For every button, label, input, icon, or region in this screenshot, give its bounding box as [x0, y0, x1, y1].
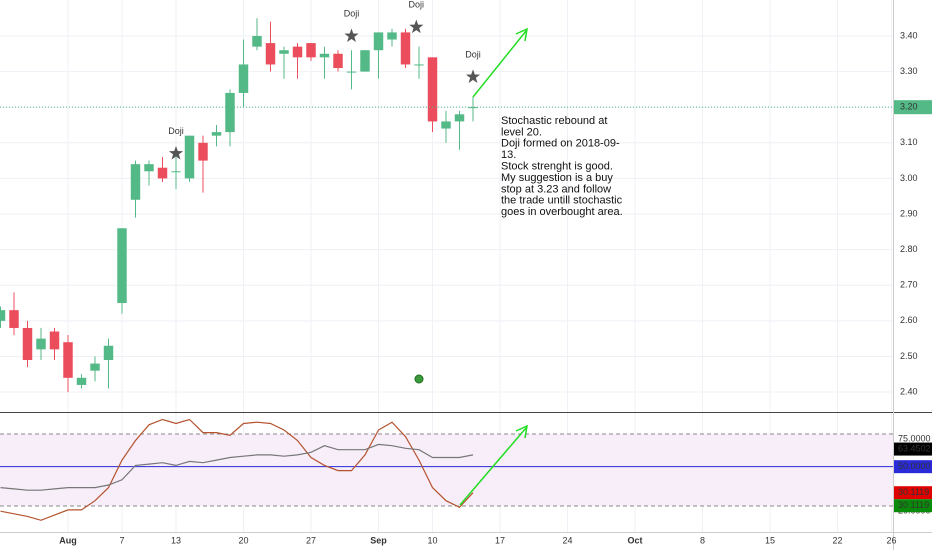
x-tick-label: 10: [427, 535, 437, 545]
note-line: Doji formed on 2018-09-: [501, 138, 620, 150]
candle-body: [454, 114, 465, 122]
note-line: Stochastic rebound at: [501, 115, 607, 127]
candle-body: [400, 32, 411, 65]
doji-star: [409, 19, 424, 34]
candle-body: [225, 92, 235, 133]
candle-body: [279, 50, 289, 54]
annotation: Doji: [344, 8, 360, 18]
x-tick-label: 7: [119, 535, 124, 545]
x-tick-label: Aug: [59, 535, 77, 545]
candle-body: [103, 345, 114, 361]
annotation: Doji: [409, 0, 425, 9]
annotation: Doji: [168, 126, 184, 136]
candle-body: [0, 310, 6, 321]
candle-body: [171, 171, 181, 173]
note-line: Stock strenght is good.: [501, 161, 613, 173]
candle-body: [238, 64, 249, 93]
note-line: goes in overbought area.: [501, 206, 623, 218]
x-tick-label: 17: [495, 535, 505, 545]
y-tick-label: 3.40: [900, 30, 918, 40]
y-tick-label: 2.60: [900, 315, 918, 325]
y-tick-label: 3.00: [900, 173, 918, 183]
y-tick-label: 75.0000: [898, 433, 931, 443]
doji-star: [344, 28, 359, 42]
y-tick-label: 2.90: [900, 208, 918, 218]
annotation: Doji: [465, 49, 481, 59]
arrow: [459, 427, 527, 506]
candle-body: [306, 43, 316, 58]
price-tag: [894, 100, 932, 115]
x-tick-label: 27: [306, 535, 316, 545]
arrow-head: [515, 27, 528, 42]
candle-body: [130, 164, 141, 200]
candle-body: [333, 53, 343, 69]
candle-body: [414, 64, 424, 66]
axis-tag-label: 63.4502: [898, 443, 931, 453]
note-line: stop at 3.23 and follow: [501, 183, 611, 195]
stoch-line: [0, 443, 474, 491]
candle-body: [157, 167, 168, 179]
axis-tag: [894, 486, 932, 500]
candle-body: [468, 107, 478, 109]
note-line: level 20.: [501, 126, 542, 138]
candle-body: [90, 363, 100, 371]
candle-body: [427, 57, 438, 122]
candle-body: [387, 32, 397, 40]
price-tag-label: 3.20: [900, 102, 918, 112]
candle-body: [360, 50, 370, 72]
axis-tag: [894, 460, 932, 474]
doji-star: [168, 146, 184, 160]
candle-body: [346, 71, 357, 73]
y-tick-label: 3.30: [900, 66, 918, 76]
candle-body: [144, 164, 154, 172]
candle-body: [265, 43, 276, 65]
y-tick-label: 2.50: [900, 351, 918, 361]
arrow-head: [515, 424, 528, 439]
arrow: [472, 30, 527, 98]
candle-body: [36, 338, 46, 350]
x-tick-label: 13: [171, 535, 181, 545]
note-line: My suggestion is a buy: [501, 172, 613, 184]
candle-body: [9, 310, 19, 328]
candle-body: [373, 32, 384, 51]
arrows: [459, 27, 528, 506]
candle-body: [22, 327, 33, 361]
x-tick-label: Oct: [628, 535, 643, 545]
axis-tag-label: 50.0000: [898, 461, 931, 471]
x-tick-label: 8: [700, 535, 705, 545]
x-tick-label: 26: [887, 535, 897, 545]
axis-tag-label: 30.1119: [898, 500, 929, 510]
candle-body: [198, 142, 208, 161]
candle-body: [63, 342, 73, 378]
event-marker: [414, 374, 424, 384]
plot: [0, 0, 893, 532]
candle-body: [441, 121, 451, 129]
candle-body: [252, 35, 262, 47]
candle-body: [117, 228, 127, 304]
doji-star: [465, 69, 481, 83]
note-line: 13.: [501, 149, 516, 161]
y-tick-label: 2.40: [900, 386, 918, 396]
y-tick-label: 2.80: [900, 244, 918, 254]
x-tick-label: 24: [563, 535, 573, 545]
candle-body: [211, 132, 222, 136]
candle-body: [292, 46, 303, 58]
candle-body: [319, 53, 330, 58]
note-line: the trade untill stochastic: [501, 195, 623, 207]
x-tick-label: 20: [238, 535, 248, 545]
axis-tag-label: 30.1119: [898, 487, 929, 497]
axis-tag: [894, 499, 932, 513]
x-tick-label: 15: [765, 535, 775, 545]
candle-body: [49, 331, 60, 350]
x-tick-label: 22: [833, 535, 843, 545]
band: [0, 433, 893, 506]
y-tick-label: 3.10: [900, 137, 918, 147]
candle-body: [184, 135, 195, 179]
y-tick-label: 2.70: [900, 280, 918, 290]
x-tick-label: Sep: [370, 535, 387, 545]
axis-tag: [894, 442, 932, 456]
stoch-line: [0, 418, 474, 521]
candle-body: [76, 377, 87, 385]
